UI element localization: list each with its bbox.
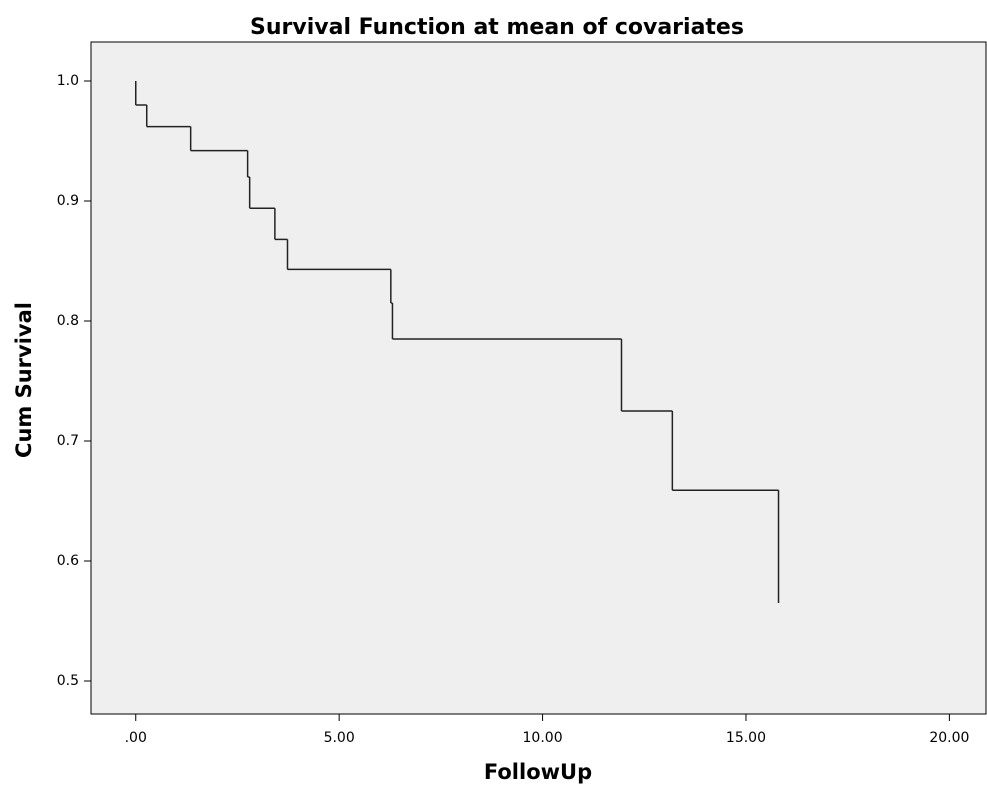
y-tick-label: 0.8: [57, 313, 79, 329]
x-tick-label: 15.00: [726, 730, 766, 746]
y-tick-label: 1.0: [57, 73, 79, 89]
y-tick-label: 0.9: [57, 193, 79, 209]
y-tick-label: 0.7: [57, 433, 79, 449]
x-tick-label: 5.00: [324, 730, 355, 746]
y-tick-label: 0.5: [57, 673, 79, 689]
x-tick-label: 20.00: [929, 730, 969, 746]
chart-title: Survival Function at mean of covariates: [250, 15, 744, 40]
plot-area: [90, 41, 987, 715]
y-axis-label: Cum Survival: [12, 302, 36, 458]
y-tick-label: 0.6: [57, 553, 79, 569]
x-tick-label: 10.00: [523, 730, 563, 746]
x-tick-label: .00: [125, 730, 147, 746]
x-axis-label: FollowUp: [484, 760, 592, 784]
